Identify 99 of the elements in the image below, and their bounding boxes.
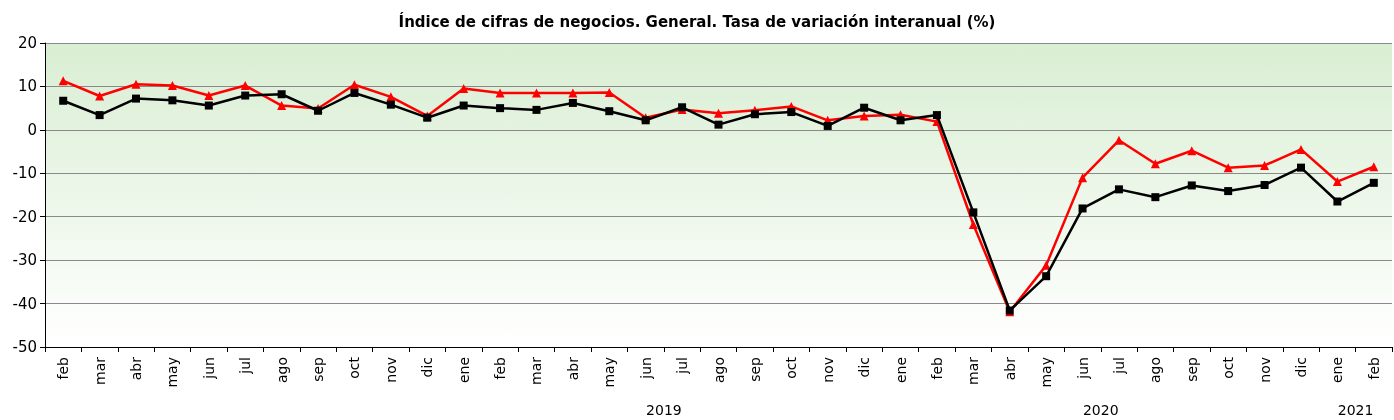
point xyxy=(204,101,213,110)
x-tick-label: dic xyxy=(856,357,873,378)
x-tick-label: mar xyxy=(528,356,545,385)
y-tick-label: -50 xyxy=(12,338,37,356)
x-tick-label: mar xyxy=(91,356,108,385)
point xyxy=(277,90,286,99)
point xyxy=(531,88,541,98)
x-tick-label: jul xyxy=(1110,357,1127,375)
point xyxy=(350,88,359,97)
point xyxy=(277,101,287,111)
x-tick-label: jun xyxy=(200,357,217,380)
point xyxy=(132,94,141,103)
x-tick-label: sep xyxy=(746,356,763,382)
point xyxy=(1296,144,1306,154)
point xyxy=(1260,160,1270,170)
x-tick-label: nov xyxy=(819,357,836,383)
x-tick-label: ago xyxy=(273,357,290,384)
point xyxy=(1333,197,1342,206)
point xyxy=(969,208,978,217)
y-tick-label: -20 xyxy=(12,207,37,226)
x-tick-label: abr xyxy=(1001,356,1018,381)
point xyxy=(168,96,177,105)
point xyxy=(1223,163,1233,173)
x-tick-label: may xyxy=(601,357,618,388)
point xyxy=(1042,272,1051,281)
y-tick-label: -10 xyxy=(12,164,37,183)
point xyxy=(968,220,978,230)
text: 2019 xyxy=(646,402,682,418)
point xyxy=(932,111,941,120)
point xyxy=(459,101,468,110)
point xyxy=(496,104,505,113)
x-tick-label: may xyxy=(164,357,181,388)
x-tick-label: mar xyxy=(965,356,982,385)
point xyxy=(1078,204,1087,213)
x-tick-label: dic xyxy=(1292,357,1309,378)
x-tick-label: dic xyxy=(419,357,436,378)
point xyxy=(349,80,359,90)
point xyxy=(1150,159,1160,169)
x-tick-label: oct xyxy=(346,356,363,379)
point xyxy=(823,121,832,130)
point xyxy=(131,79,141,89)
x-tick-label: may xyxy=(1038,357,1055,388)
x-tick-label: sep xyxy=(1183,356,1200,382)
point xyxy=(240,81,250,91)
point xyxy=(896,116,905,125)
x-tick-label: jul xyxy=(674,357,691,375)
x-tick-label: nov xyxy=(1256,357,1273,383)
point xyxy=(1078,173,1088,183)
text: 2021 xyxy=(1337,402,1374,418)
point xyxy=(1260,181,1269,190)
point xyxy=(1114,135,1124,145)
x-tick-label: oct xyxy=(1220,356,1237,379)
point xyxy=(167,81,177,91)
y-tick-label: 0 xyxy=(27,120,37,139)
point xyxy=(459,84,469,94)
point xyxy=(386,100,395,109)
x-tick-label: oct xyxy=(783,356,800,379)
point xyxy=(532,105,541,114)
point xyxy=(95,111,104,120)
y-tick-label: 20 xyxy=(17,34,37,52)
x-tick-label: abr xyxy=(564,356,581,381)
x-tick-label: ene xyxy=(1329,357,1346,384)
x-tick-label: abr xyxy=(128,356,145,381)
point xyxy=(605,107,614,116)
y-tick-label: -40 xyxy=(12,294,37,313)
point xyxy=(1114,185,1123,194)
point xyxy=(750,110,759,119)
point xyxy=(787,108,796,117)
x-tick-label: ene xyxy=(455,357,472,384)
x-tick-label: jul xyxy=(237,357,254,375)
point xyxy=(1224,187,1233,196)
point xyxy=(860,103,869,112)
x-tick-label: jun xyxy=(1074,357,1091,380)
x-tick-label: ene xyxy=(892,357,909,384)
point xyxy=(604,88,614,98)
x-tick-label: nov xyxy=(382,357,399,383)
point xyxy=(1369,178,1378,187)
x-tick-label: feb xyxy=(55,356,72,380)
x-tick-label: sep xyxy=(310,356,327,382)
point xyxy=(59,96,68,105)
point xyxy=(1296,163,1305,172)
x-tick-label: ago xyxy=(1147,357,1164,384)
x-tick-label: feb xyxy=(1365,356,1382,380)
text: 2020 xyxy=(1082,402,1119,418)
point xyxy=(714,108,723,118)
x-tick-label: jun xyxy=(637,357,654,380)
point xyxy=(1187,181,1196,190)
x-tick-label: feb xyxy=(492,356,509,380)
x-tick-label: ago xyxy=(710,357,727,384)
chart-title: Índice de cifras de negocios. General. Tasa de variación interanual (%) xyxy=(398,11,996,31)
point xyxy=(1151,193,1160,202)
y-tick-label: -30 xyxy=(12,251,37,270)
point xyxy=(714,120,723,129)
point xyxy=(568,98,577,107)
point xyxy=(204,91,214,101)
point xyxy=(1332,177,1342,187)
point xyxy=(241,91,250,100)
y-tick-label: 10 xyxy=(17,77,37,96)
x-tick-label: feb xyxy=(928,356,945,380)
